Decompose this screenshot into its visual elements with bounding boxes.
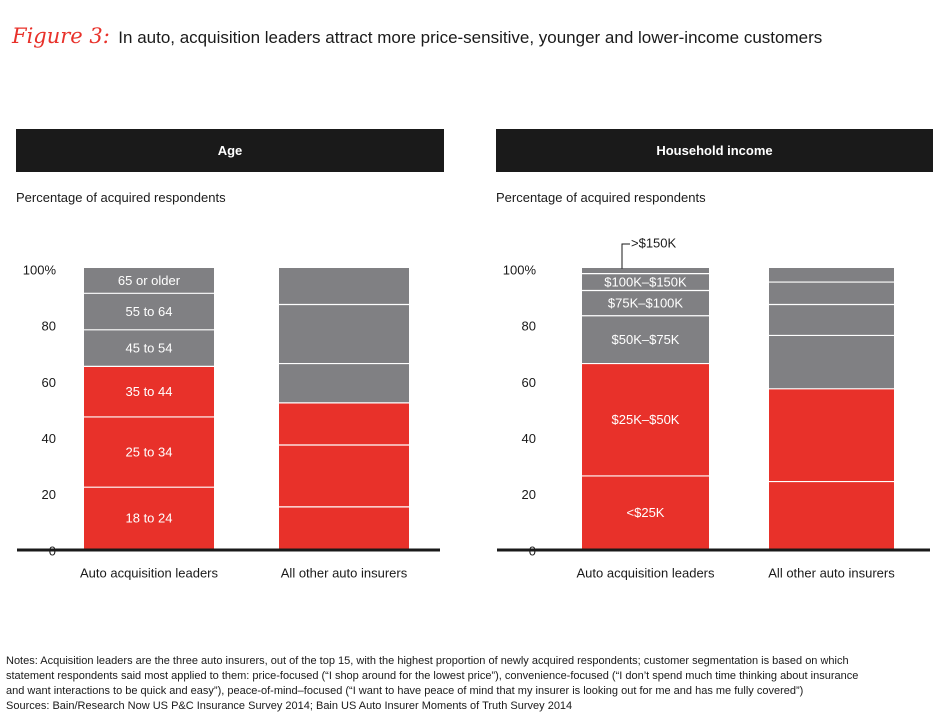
income-bar-segment: [769, 335, 894, 389]
age-segment-label: 18 to 24: [126, 511, 173, 526]
figure-label: Figure 3:: [12, 24, 110, 48]
income-segment-label: <$25K: [627, 505, 665, 520]
income-y-tick-label: 20: [522, 487, 536, 502]
age-bar-segment: [279, 506, 409, 549]
income-segment-label: $50K–$75K: [612, 332, 680, 347]
age-category-label: All other auto insurers: [281, 565, 408, 580]
age-bar-segment: [279, 268, 409, 305]
income-callout-label: >$150K: [631, 235, 677, 250]
notes-line-2: statement respondents said most applied …: [6, 670, 859, 682]
income-bar-segment: [582, 290, 709, 316]
income-segment-label: $100K–$150K: [604, 274, 687, 289]
income-bar-segment: [582, 268, 709, 274]
sources-line: Sources: Bain/Research Now US P&C Insura…: [6, 700, 573, 712]
age-segment-label: 35 to 44: [126, 384, 173, 399]
age-y-tick-label: 80: [42, 319, 56, 334]
income-bar-segment: [769, 304, 894, 336]
income-category-label: Auto acquisition leaders: [576, 565, 715, 580]
income-bar-segment: [582, 315, 709, 364]
age-y-tick-label: 60: [42, 375, 56, 390]
notes-line-3: and want interactions to be quick and ea…: [6, 685, 804, 697]
income-axis-title: Percentage of acquired respondents: [496, 190, 706, 205]
age-bar-segment: [279, 304, 409, 364]
age-bar-segment: [84, 416, 214, 488]
age-panel-header: Age: [16, 129, 444, 172]
income-category-label: All other auto insurers: [768, 565, 895, 580]
age-segment-label: 25 to 34: [126, 444, 173, 459]
age-bar-segment: [279, 363, 409, 403]
age-bar-segment: [84, 487, 214, 549]
income-segment-label: $75K–$100K: [608, 296, 684, 311]
age-y-tick-label: 40: [42, 431, 56, 446]
footnotes: Notes: Acquisition leaders are the three…: [6, 654, 941, 714]
income-panel-header: Household income: [496, 129, 933, 172]
income-bar-segment: [769, 388, 894, 482]
age-segment-label: 55 to 64: [126, 304, 173, 319]
age-bar-segment: [279, 445, 409, 507]
age-bar-segment: [84, 366, 214, 417]
age-y-tick-label: 100%: [23, 262, 57, 277]
income-callout-line: [621, 243, 630, 269]
income-bar-segment: [582, 475, 709, 549]
age-bar-segment: [84, 268, 214, 294]
income-bar-segment: [769, 282, 894, 305]
notes-line-1: Notes: Acquisition leaders are the three…: [6, 655, 849, 667]
figure-title: Figure 3: In auto, acquisition leaders a…: [12, 24, 822, 48]
income-y-tick-label: 80: [522, 319, 536, 334]
age-segment-label: 65 or older: [118, 273, 181, 288]
age-axis-title: Percentage of acquired respondents: [16, 190, 226, 205]
figure-title-text: In auto, acquisition leaders attract mor…: [118, 28, 823, 47]
age-y-tick-label: 20: [42, 487, 56, 502]
age-bar-segment: [84, 329, 214, 367]
income-bar-segment: [769, 481, 894, 549]
income-y-tick-label: 60: [522, 375, 536, 390]
income-segment-label: $25K–$50K: [612, 412, 680, 427]
age-category-label: Auto acquisition leaders: [80, 565, 219, 580]
income-bar-segment: [582, 273, 709, 291]
income-y-tick-label: 40: [522, 431, 536, 446]
age-bar-segment: [279, 402, 409, 446]
income-bar-segment: [769, 268, 894, 283]
income-bar-segment: [582, 363, 709, 476]
age-segment-label: 45 to 54: [126, 341, 173, 356]
age-bar-segment: [84, 293, 214, 330]
income-y-tick-label: 100%: [503, 262, 537, 277]
